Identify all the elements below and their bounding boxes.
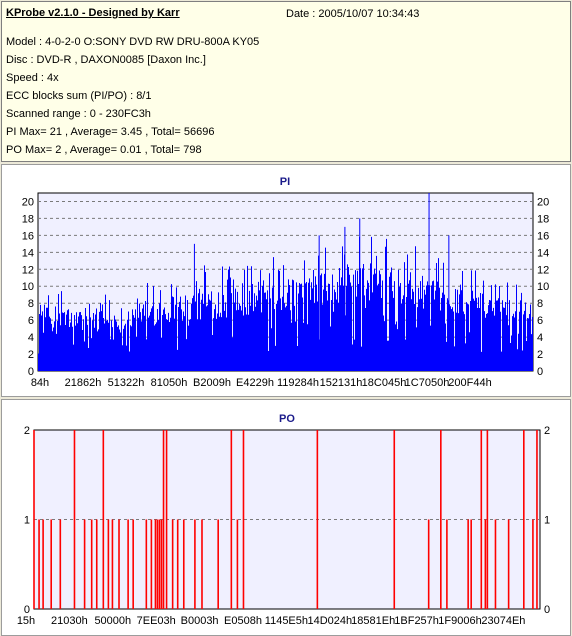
pi-ytick-right: 6 (537, 315, 543, 327)
pi-bars (38, 193, 533, 371)
pi-ytick-right: 0 (537, 366, 543, 378)
po-xtick: 18581Eh (351, 615, 395, 627)
po-ytick-left: 1 (24, 515, 30, 527)
pi-ytick-left: 4 (28, 332, 34, 344)
po-chart-panel: PO 0 0 1 1 2 2 15h 21030h 50000h 7EE03h B0003h E0508… (1, 399, 571, 636)
po-bars (33, 430, 538, 609)
po-xtick: 1145E5h (265, 615, 308, 627)
po-xtick: 1BF257h (394, 615, 439, 627)
app-title: KProbe v2.1.0 - Designed by Karr (6, 7, 180, 19)
pi-chart-panel: PI 0 0 2 2 4 4 6 6 8 8 10 10 12 12 14 14 16 16 18 18 20 20 84h 2… (1, 164, 571, 397)
po-chart: PO 0 0 1 1 2 2 15h 21030h 50000h 7EE03h B0003h E0508… (17, 413, 550, 627)
po-xtick: 7EE03h (137, 615, 176, 627)
pi-chart: PI 0 0 2 2 4 4 6 6 8 8 10 10 12 12 14 14 16 16 18 18 20 20 84h 2… (22, 176, 550, 389)
po-xtick: 14D024h (307, 615, 352, 627)
pi-ytick-left: 16 (22, 230, 34, 242)
pi-xtick: 21862h (65, 377, 102, 389)
pi-ytick-left: 8 (28, 298, 34, 310)
po-chart-title: PO (279, 413, 295, 425)
pi-ytick-right: 16 (537, 230, 549, 242)
po-xtick: 23074Eh (481, 615, 525, 627)
pi-ytick-right: 10 (537, 281, 549, 293)
pi-ytick-right: 8 (537, 298, 543, 310)
pi-summary-line: PI Max= 21 , Average= 3.45 , Total= 5669… (6, 126, 215, 138)
po-xtick: 15h (17, 615, 35, 627)
info-panel: KProbe v2.1.0 - Designed by Karr Date : … (1, 1, 571, 162)
pi-xtick: E4229h (236, 377, 274, 389)
pi-ytick-left: 14 (22, 247, 34, 259)
po-xtick: 21030h (51, 615, 88, 627)
po-xtick: B0003h (181, 615, 219, 627)
pi-ytick-left: 6 (28, 315, 34, 327)
model-line: Model : 4-0-2-0 O:SONY DVD RW DRU-800A K… (6, 36, 260, 48)
po-ytick-right: 1 (544, 515, 550, 527)
pi-ytick-left: 10 (22, 281, 34, 293)
pi-xtick: 200F44h (448, 377, 491, 389)
po-ytick-right: 0 (544, 604, 550, 616)
po-xtick: 1F9006h (438, 615, 481, 627)
pi-ytick-right: 12 (537, 264, 549, 276)
pi-ytick-right: 20 (537, 196, 549, 208)
pi-ytick-left: 12 (22, 264, 34, 276)
disc-line: Disc : DVD-R , DAXON0085 [Daxon Inc.] (6, 54, 206, 66)
pi-xtick: 81050h (151, 377, 188, 389)
scan-date: Date : 2005/10/07 10:34:43 (286, 8, 420, 20)
pi-ytick-left: 18 (22, 213, 34, 225)
pi-xtick: 84h (31, 377, 49, 389)
pi-ytick-right: 2 (537, 349, 543, 361)
pi-ytick-right: 4 (537, 332, 543, 344)
pi-xtick: 51322h (108, 377, 145, 389)
po-xtick: E0508h (224, 615, 262, 627)
pi-xtick: 152131h (320, 377, 363, 389)
pi-xtick: B2009h (193, 377, 231, 389)
po-xtick: 50000h (94, 615, 131, 627)
range-line: Scanned range : 0 - 230FC3h (6, 108, 151, 120)
speed-line: Speed : 4x (6, 72, 59, 84)
pi-chart-title: PI (280, 176, 290, 188)
pi-ytick-left: 2 (28, 349, 34, 361)
pi-xtick: 18C045h (362, 377, 407, 389)
po-summary-line: PO Max= 2 , Average= 0.01 , Total= 798 (6, 144, 202, 156)
pi-xtick: 1C7050h (405, 377, 450, 389)
po-ytick-left: 2 (24, 425, 30, 437)
pi-ytick-left: 20 (22, 196, 34, 208)
pi-ytick-right: 14 (537, 247, 549, 259)
pi-ytick-right: 18 (537, 213, 549, 225)
po-ytick-right: 2 (544, 425, 550, 437)
po-ytick-left: 0 (24, 604, 30, 616)
pi-xtick: 119284h (277, 377, 319, 389)
ecc-line: ECC blocks sum (PI/PO) : 8/1 (6, 90, 152, 102)
pi-ytick-left: 0 (28, 366, 34, 378)
